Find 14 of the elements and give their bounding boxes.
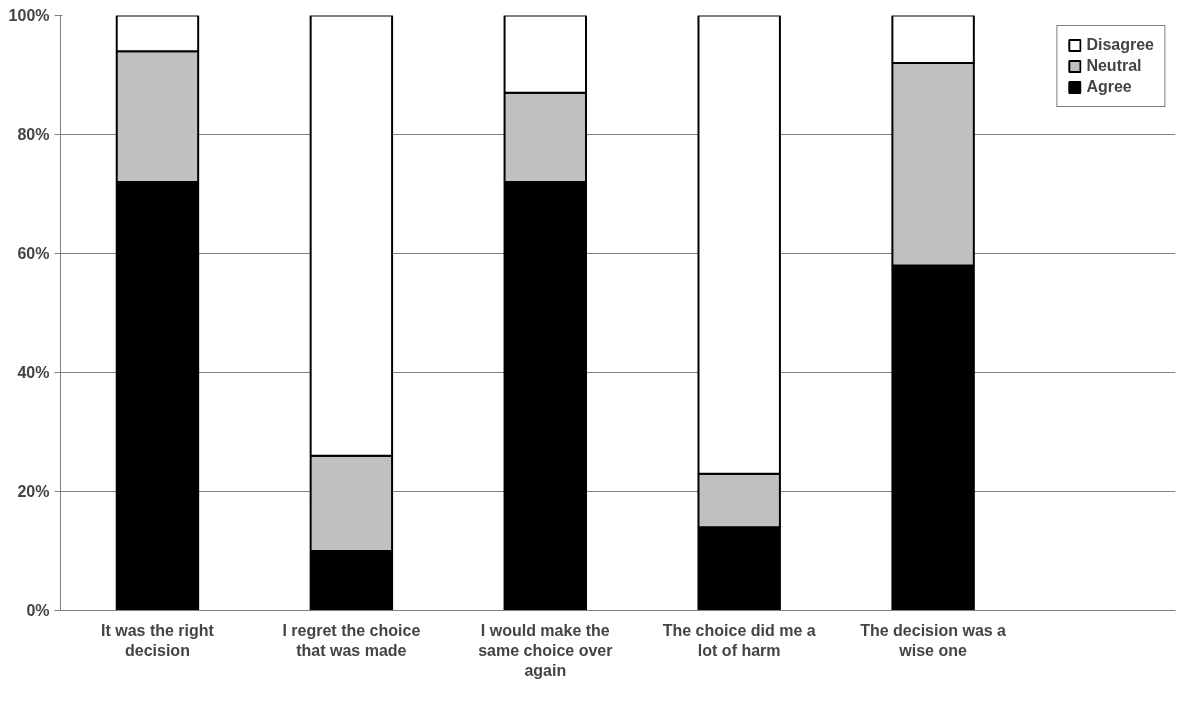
- legend-label: Disagree: [1086, 36, 1154, 54]
- legend-label: Neutral: [1086, 57, 1142, 75]
- x-tick-label: The decision was a wise one: [860, 621, 1007, 659]
- y-tick-label: 80%: [17, 126, 50, 143]
- y-tick-label: 40%: [17, 364, 50, 381]
- x-tick-label: The choice did me a lot of harm: [662, 621, 816, 659]
- x-tick-label: I regret the choice that was made: [282, 621, 421, 659]
- x-tick-label: It was the right decision: [101, 621, 215, 659]
- y-tick-label: 0%: [26, 602, 50, 619]
- x-tick-label: I would make the same choice over again: [478, 621, 613, 680]
- y-tick-label: 100%: [8, 7, 50, 24]
- y-tick-label: 20%: [17, 483, 50, 500]
- legend-label: Agree: [1086, 78, 1132, 96]
- y-tick-label: 60%: [17, 245, 50, 262]
